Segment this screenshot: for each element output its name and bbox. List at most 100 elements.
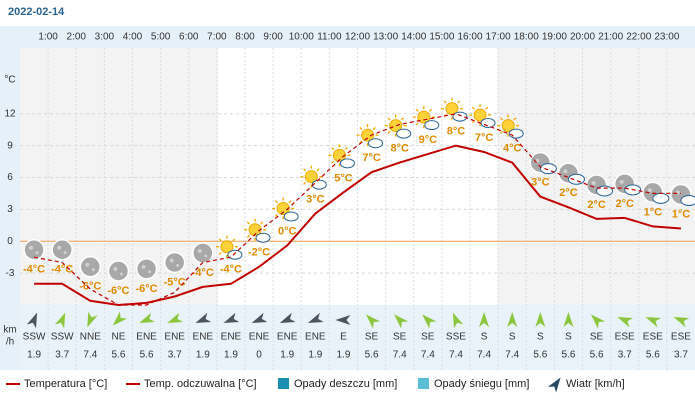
hour-label: 14:00 (401, 32, 426, 43)
wind-arrow (394, 314, 409, 329)
hour-label: 18:00 (514, 32, 539, 43)
sun-ray (246, 234, 250, 238)
legend-swatch (278, 378, 289, 389)
wind-speed: 1.9 (27, 350, 41, 361)
sun-ray (471, 106, 475, 110)
series-line (33, 113, 681, 306)
wind-arrow (535, 312, 546, 327)
y-tick-label: 3 (7, 204, 13, 215)
weather-icon (23, 239, 45, 261)
sun-ray (457, 100, 461, 104)
weather-icon (328, 144, 355, 169)
wind-arrow (279, 312, 296, 324)
sun-ray (513, 117, 517, 121)
sun-ray (499, 130, 503, 134)
sun-ray (246, 221, 250, 225)
hour-label: 15:00 (429, 32, 454, 43)
legend-label: Wiatr [km/h] (566, 378, 625, 390)
wind-direction: SSW (23, 332, 46, 343)
cloud (368, 138, 384, 149)
sun-ray (400, 117, 404, 121)
value-label: 1°C (644, 206, 663, 218)
y-tick-label: -3 (6, 268, 15, 279)
weather-icon (107, 260, 130, 282)
moon (163, 251, 186, 274)
sun-ray (331, 147, 335, 151)
cloud (424, 120, 440, 131)
weather-icon (642, 181, 670, 204)
crater (197, 248, 202, 253)
sun-ray (415, 122, 419, 126)
wind-speed: 3.7 (674, 350, 688, 361)
value-label: -6°C (136, 283, 158, 295)
moon (51, 239, 73, 261)
legend-label: Temp. odczuwalna [°C] (144, 378, 257, 390)
wind-direction: ESE (643, 332, 663, 343)
legend-label: Temperatura [°C] (24, 378, 107, 390)
wind-direction: ENE (164, 332, 185, 343)
weather-icon (244, 218, 271, 243)
wind-arrow (645, 316, 662, 328)
sun-ray (288, 200, 292, 204)
sun (304, 170, 318, 184)
sun-ray (485, 106, 489, 110)
wind-unit: km (3, 325, 16, 336)
value-label: 8°C (447, 126, 466, 138)
weather-icon (497, 114, 524, 139)
sun-ray (331, 160, 335, 164)
value-label: 1°C (672, 208, 691, 220)
wind-speed: 5.6 (646, 350, 660, 361)
hour-label: 5:00 (151, 32, 171, 43)
cloud (227, 249, 243, 260)
crater (113, 267, 118, 271)
cloud (680, 195, 695, 206)
wind-direction: ENE (136, 332, 157, 343)
hour-label: 13:00 (373, 32, 398, 43)
wind-direction: E (340, 332, 347, 343)
crater (85, 262, 90, 267)
value-label: -5°C (164, 276, 186, 288)
cloud (567, 173, 585, 185)
crater (148, 270, 152, 274)
value-label: 7°C (475, 132, 494, 144)
hour-label: 3:00 (95, 32, 115, 43)
wind-arrow (365, 314, 381, 329)
sun (361, 128, 375, 142)
value-label: 2°C (615, 198, 634, 210)
wind-direction: ENE (249, 332, 270, 343)
sun-ray (303, 181, 307, 185)
wind-speed: 7.4 (477, 350, 491, 361)
wind-arrow (195, 312, 212, 324)
wind-arrow (223, 312, 240, 324)
wind-direction: NE (111, 332, 125, 343)
wind-arrow (590, 314, 606, 329)
wind-speed: 5.6 (111, 350, 125, 361)
sun (417, 110, 431, 124)
wind-direction: SSE (446, 332, 466, 343)
cloud (311, 179, 327, 190)
hour-label: 8:00 (235, 32, 255, 43)
crater (141, 264, 146, 269)
weather-icon (356, 124, 384, 149)
crater (91, 268, 95, 272)
wind-arrow (479, 312, 490, 327)
sun-ray (415, 108, 419, 112)
value-label: 2°C (587, 199, 606, 211)
wind-speed: 1.9 (308, 350, 322, 361)
wind-direction: ENE (221, 332, 242, 343)
weather-icon (529, 151, 557, 175)
cloud (283, 211, 299, 222)
crater (63, 251, 67, 255)
cloud (396, 128, 412, 139)
hour-label: 4:00 (123, 32, 143, 43)
sun-ray (260, 221, 264, 225)
sun (389, 119, 403, 133)
wind-speed: 5.6 (140, 350, 154, 361)
chart-title: 2022-02-14 (8, 6, 65, 18)
weather-icon (79, 256, 102, 278)
value-label: 8°C (390, 143, 409, 155)
wind-speed: 5.6 (561, 350, 575, 361)
wind-arrow (563, 312, 574, 327)
weather-icon (215, 235, 243, 260)
